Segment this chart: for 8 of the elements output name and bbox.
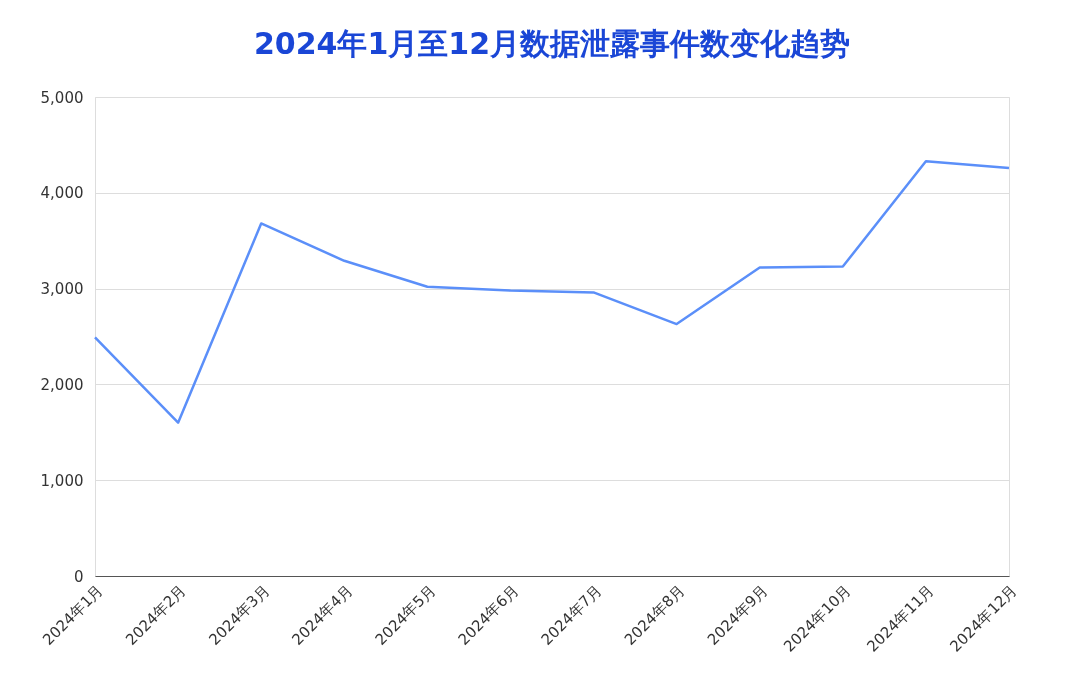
line-series	[93, 159, 1011, 424]
y-tick-label: 3,000	[40, 280, 84, 299]
y-tick-label: 5,000	[40, 88, 84, 107]
chart-title: 2024年1月至12月数据泄露事件数变化趋势	[253, 26, 851, 61]
y-tick-label: 1,000	[40, 471, 84, 490]
y-tick-label: 2,000	[40, 375, 84, 394]
y-tick-label: 4,000	[40, 184, 84, 203]
y-tick-label: 0	[73, 567, 84, 586]
